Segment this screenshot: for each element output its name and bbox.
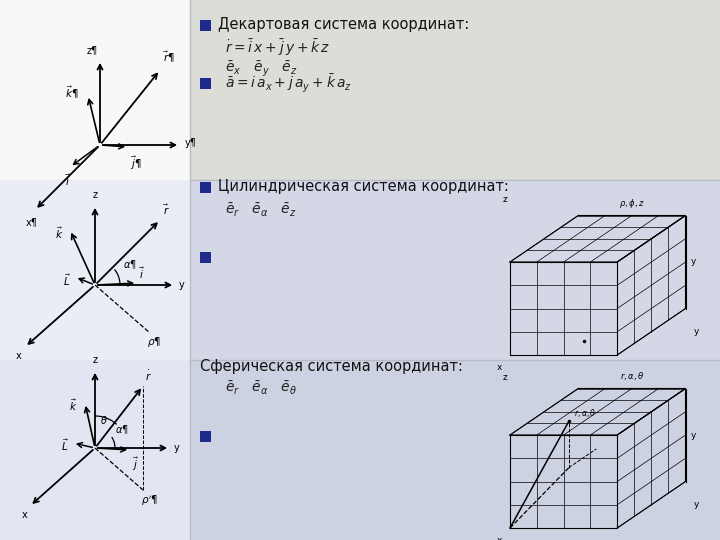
Text: x¶: x¶ <box>26 217 38 227</box>
Text: $\rho$¶: $\rho$¶ <box>147 335 161 349</box>
Text: $\rho'$¶: $\rho'$¶ <box>141 494 158 508</box>
Bar <box>200 78 211 89</box>
Text: x: x <box>15 351 21 361</box>
Text: $\vec{j}$: $\vec{j}$ <box>132 456 140 474</box>
Text: $\alpha$¶: $\alpha$¶ <box>123 258 137 271</box>
Text: $\alpha$¶: $\alpha$¶ <box>115 423 129 436</box>
Text: $r,\alpha,\theta$: $r,\alpha,\theta$ <box>574 407 596 419</box>
Text: Цилиндрическая система координат:: Цилиндрическая система координат: <box>218 179 509 194</box>
Bar <box>200 252 211 263</box>
Text: x: x <box>497 536 502 540</box>
Text: y¶: y¶ <box>185 138 197 148</box>
Text: y: y <box>174 443 180 453</box>
Bar <box>190 360 720 540</box>
Bar <box>190 0 720 180</box>
Bar <box>200 182 211 193</box>
Text: $\dot{r} = \bar{i}\,x + \bar{j}\,y + \bar{k}\,z$: $\dot{r} = \bar{i}\,x + \bar{j}\,y + \ba… <box>225 38 330 58</box>
Text: x: x <box>497 363 502 372</box>
Text: z¶: z¶ <box>86 45 98 55</box>
Text: $\rho, \phi, z$: $\rho, \phi, z$ <box>619 197 645 210</box>
Text: $\vec{L}$: $\vec{L}$ <box>63 272 71 288</box>
Bar <box>0 360 190 540</box>
Text: Декартовая система координат:: Декартовая система координат: <box>218 17 469 32</box>
Text: z: z <box>92 355 97 365</box>
Text: $\bar{e}_r \quad \bar{e}_\alpha \quad \bar{e}_\theta$: $\bar{e}_r \quad \bar{e}_\alpha \quad \b… <box>225 380 297 396</box>
Text: z: z <box>503 374 508 382</box>
Text: $\theta$: $\theta$ <box>100 414 108 426</box>
Text: y: y <box>690 430 696 440</box>
Text: y: y <box>690 258 696 267</box>
Text: $\vec{k}$: $\vec{k}$ <box>68 397 77 413</box>
Bar <box>200 431 211 442</box>
Text: $\bar{e}_r \quad \bar{e}_\alpha \quad \bar{e}_z$: $\bar{e}_r \quad \bar{e}_\alpha \quad \b… <box>225 201 297 219</box>
Text: z: z <box>92 190 97 200</box>
Text: Сферическая система координат:: Сферическая система координат: <box>200 359 463 374</box>
Text: $\vec{i}$: $\vec{i}$ <box>65 173 71 188</box>
Text: $r, \alpha, \theta$: $r, \alpha, \theta$ <box>620 370 644 382</box>
Text: $\vec{r}$¶: $\vec{r}$¶ <box>163 50 175 65</box>
Text: $\bar{e}_x \quad \bar{e}_y \quad \bar{e}_z$: $\bar{e}_x \quad \bar{e}_y \quad \bar{e}… <box>225 59 297 78</box>
Text: $\vec{k}$¶: $\vec{k}$¶ <box>65 85 78 101</box>
Bar <box>0 0 190 180</box>
Text: y: y <box>693 327 699 336</box>
Text: $\vec{k}$: $\vec{k}$ <box>55 225 63 241</box>
Text: $\vec{j}$¶: $\vec{j}$¶ <box>130 155 141 172</box>
Text: $\vec{L}$: $\vec{L}$ <box>61 437 69 453</box>
Text: y: y <box>693 500 699 509</box>
Text: z: z <box>503 194 508 204</box>
Text: x: x <box>22 510 27 520</box>
Bar <box>190 180 720 360</box>
Text: $\vec{i}$: $\vec{i}$ <box>139 266 145 281</box>
Text: y: y <box>179 280 185 290</box>
Text: $\dot{r}$: $\dot{r}$ <box>145 369 152 383</box>
Bar <box>0 180 190 360</box>
Text: $\vec{r}$: $\vec{r}$ <box>163 202 170 217</box>
Bar <box>200 20 211 31</box>
Text: $\bar{a} = i\,a_x + j\,a_y + \bar{k}\,a_z$: $\bar{a} = i\,a_x + j\,a_y + \bar{k}\,a_… <box>225 73 352 95</box>
